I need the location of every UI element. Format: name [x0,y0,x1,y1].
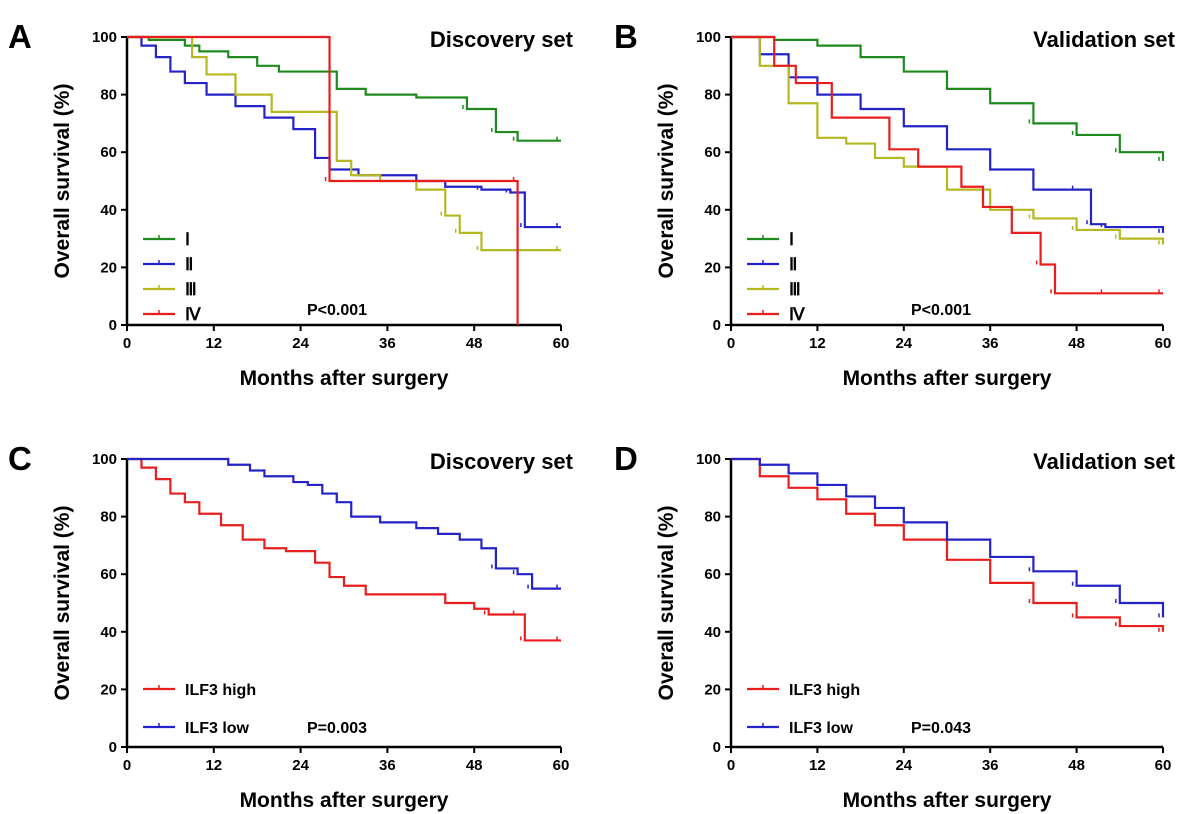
y-tick-label: 20 [704,259,721,276]
panel-letter: D [614,440,638,477]
x-tick-label: 0 [727,757,735,774]
series-line-2 [127,457,561,590]
x-tick-label: 0 [123,757,131,774]
y-axis-label: Overall survival (%) [655,506,678,701]
x-tick-label: 36 [379,757,396,774]
y-tick-label: 100 [92,451,117,468]
y-tick-label: 60 [100,144,117,161]
y-tick-label: 40 [704,624,721,641]
y-tick-label: 0 [109,739,117,756]
y-axis-label: Overall survival (%) [51,506,74,701]
x-tick-label: 36 [982,335,999,352]
panel-title: Validation set [1033,27,1175,52]
y-tick-label: 60 [704,566,721,583]
panel-letter: A [8,18,32,55]
series-line-3 [731,35,1165,245]
panel-letter: B [614,18,638,55]
x-tick-label: 24 [895,335,912,352]
series-line-1 [127,35,561,142]
panel-title: Discovery set [430,449,574,474]
y-tick-label: 0 [109,317,117,334]
y-tick-label: 0 [713,317,721,334]
legend-label-2: ILF3 low [789,720,854,737]
x-tick-label: 48 [1068,335,1085,352]
p-value: P<0.001 [911,302,971,319]
p-value: P=0.043 [911,720,971,737]
x-tick-label: 24 [292,335,309,352]
x-tick-label: 0 [727,335,735,352]
x-tick-label: 12 [809,757,826,774]
y-tick-label: 100 [696,451,721,468]
panel-title: Discovery set [430,27,574,52]
chart-panel-d: D Validation set 0 20 40 60 80 100 0 12 24 36 48 60 Mo… [614,440,1176,812]
x-axis-label: Months after surgery [843,789,1052,812]
legend-label-3: Ⅲ [789,280,801,299]
x-tick-label: 60 [553,335,570,352]
x-tick-label: 0 [123,335,131,352]
chart-panel-b: B Validation set 0 20 40 60 80 100 0 12 24 36 48 60 Mo… [614,18,1176,390]
series-line-1 [731,35,1165,161]
panel-letter: C [8,440,32,477]
legend-label-3: Ⅲ [185,280,197,299]
x-tick-label: 36 [379,335,396,352]
p-value: P<0.001 [307,302,367,319]
series-line-2 [127,35,561,229]
legend-label-2: Ⅱ [185,255,193,274]
series-line-1 [127,457,561,642]
x-tick-label: 12 [809,335,826,352]
y-tick-label: 20 [100,681,117,698]
y-tick-label: 0 [713,739,721,756]
x-axis-label: Months after surgery [843,367,1052,390]
legend-label-1: ILF3 high [185,682,256,699]
y-axis-label: Overall survival (%) [655,84,678,279]
y-tick-label: 80 [704,87,721,104]
y-tick-label: 80 [704,509,721,526]
x-tick-label: 48 [466,335,483,352]
series-line-3 [127,35,561,252]
y-tick-label: 80 [100,509,117,526]
x-tick-label: 60 [1155,757,1172,774]
chart-panel-a: A Discovery set 0 20 40 60 80 100 0 12 24 36 48 60 Mon… [8,18,574,390]
p-value: P=0.003 [307,720,367,737]
legend-label-2: Ⅱ [789,255,797,274]
y-tick-label: 80 [100,87,117,104]
y-tick-label: 60 [704,144,721,161]
y-tick-label: 40 [704,202,721,219]
legend-label-4: Ⅳ [185,305,202,324]
x-tick-label: 60 [1155,335,1172,352]
x-tick-label: 48 [1068,757,1085,774]
x-tick-label: 12 [205,335,222,352]
series-line-4 [731,35,1163,295]
x-tick-label: 12 [205,757,222,774]
series-line-2 [731,457,1165,618]
legend-label-1: Ⅰ [789,230,794,249]
x-axis-label: Months after surgery [240,367,449,390]
y-tick-label: 40 [100,202,117,219]
y-tick-label: 20 [704,681,721,698]
x-tick-label: 36 [982,757,999,774]
x-axis-label: Months after surgery [240,789,449,812]
panel-title: Validation set [1033,449,1175,474]
y-tick-label: 100 [696,29,721,46]
y-tick-label: 60 [100,566,117,583]
legend-label-2: ILF3 low [185,720,250,737]
legend-label-4: Ⅳ [789,305,806,324]
x-tick-label: 60 [553,757,570,774]
chart-panel-c: C Discovery set 0 20 40 60 80 100 0 12 24 36 48 60 Mon… [8,440,574,812]
x-tick-label: 24 [292,757,309,774]
y-tick-label: 40 [100,624,117,641]
x-tick-label: 24 [895,757,912,774]
series-line-4 [127,35,519,325]
x-tick-label: 48 [466,757,483,774]
legend-label-1: ILF3 high [789,682,860,699]
y-tick-label: 20 [100,259,117,276]
legend-label-1: Ⅰ [185,230,190,249]
series-line-1 [731,457,1165,632]
y-tick-label: 100 [92,29,117,46]
y-axis-label: Overall survival (%) [51,84,74,279]
